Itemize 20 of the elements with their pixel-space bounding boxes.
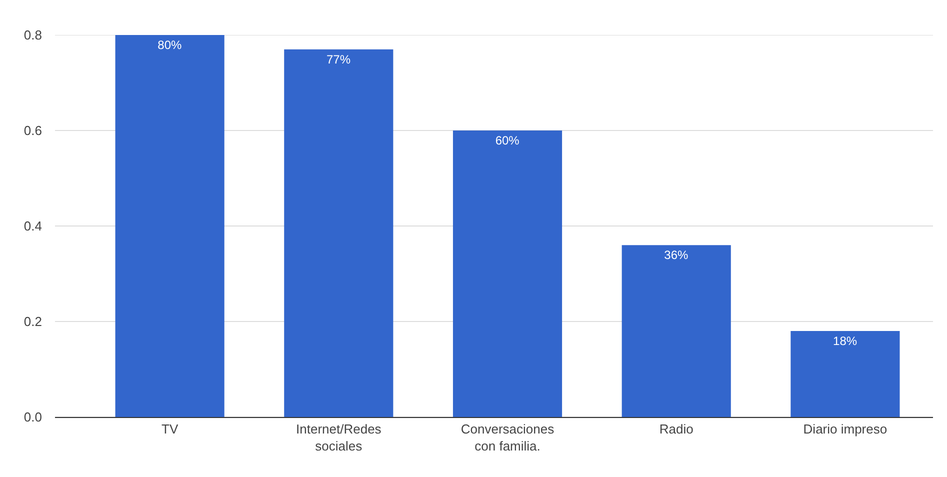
x-tick-label: Radio xyxy=(659,422,694,437)
data-label: 80% xyxy=(158,38,182,52)
bar xyxy=(115,35,224,417)
x-tick-label: Conversaciones con familia. xyxy=(460,422,555,454)
y-tick-label: 0.0 xyxy=(24,410,42,425)
data-label: 18% xyxy=(833,334,858,348)
x-tick-label: Diario impreso xyxy=(803,422,888,437)
bar xyxy=(284,49,394,417)
bar xyxy=(452,130,562,417)
x-tick-label: Internet/Redes sociales xyxy=(296,422,382,454)
y-tick-label: 0.6 xyxy=(24,123,42,138)
bar xyxy=(790,331,900,417)
data-label: 36% xyxy=(664,248,689,262)
y-tick-label: 0.4 xyxy=(24,218,42,234)
data-label: 77% xyxy=(326,52,351,66)
y-tick-label: 0.8 xyxy=(24,28,42,43)
data-label: 60% xyxy=(495,134,520,148)
y-tick-label: 0.2 xyxy=(24,314,42,330)
bar xyxy=(622,245,731,417)
x-tick-label: TV xyxy=(162,422,178,437)
